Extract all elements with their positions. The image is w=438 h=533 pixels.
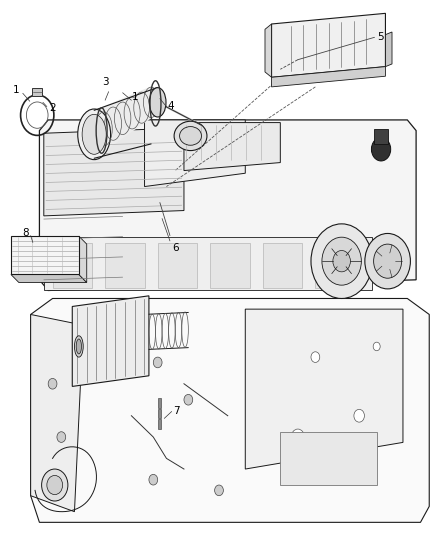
Polygon shape (272, 67, 385, 87)
Text: 2: 2 (49, 103, 56, 112)
Bar (263, 243, 302, 288)
Polygon shape (72, 296, 149, 386)
Circle shape (333, 251, 350, 272)
Polygon shape (145, 120, 245, 187)
Circle shape (322, 237, 361, 285)
Circle shape (153, 357, 162, 368)
Text: 1: 1 (131, 92, 138, 102)
Circle shape (311, 224, 372, 298)
Circle shape (149, 474, 158, 485)
Polygon shape (265, 24, 272, 77)
Circle shape (311, 352, 320, 362)
Polygon shape (39, 120, 416, 290)
Polygon shape (44, 128, 184, 216)
Polygon shape (184, 123, 280, 171)
Circle shape (374, 244, 402, 278)
Circle shape (42, 469, 68, 501)
Ellipse shape (174, 122, 207, 151)
Text: 8: 8 (22, 229, 28, 238)
Ellipse shape (180, 127, 201, 146)
Bar (315, 243, 355, 288)
Circle shape (373, 342, 380, 351)
Circle shape (215, 485, 223, 496)
Ellipse shape (74, 336, 83, 357)
Polygon shape (272, 13, 385, 77)
Ellipse shape (78, 109, 110, 160)
Bar (158, 409, 161, 418)
Text: 7: 7 (173, 407, 180, 416)
Bar (32, 88, 42, 96)
Circle shape (47, 475, 63, 495)
Text: 3: 3 (102, 77, 109, 87)
Text: 4: 4 (167, 101, 174, 110)
Polygon shape (11, 236, 79, 274)
Bar (374, 129, 388, 144)
Text: 6: 6 (172, 243, 179, 253)
Circle shape (354, 409, 364, 422)
Polygon shape (79, 236, 87, 282)
Circle shape (365, 233, 410, 289)
Bar (280, 432, 377, 485)
Circle shape (57, 432, 66, 442)
Polygon shape (385, 32, 392, 67)
Circle shape (291, 429, 304, 445)
Circle shape (184, 394, 193, 405)
Bar (158, 398, 161, 408)
Bar (210, 243, 250, 288)
Bar (158, 243, 197, 288)
Polygon shape (31, 314, 83, 512)
Polygon shape (245, 309, 403, 469)
Ellipse shape (82, 114, 106, 155)
Circle shape (371, 138, 391, 161)
Polygon shape (11, 274, 87, 282)
Bar (158, 419, 161, 429)
Polygon shape (31, 298, 429, 522)
Bar (105, 243, 145, 288)
Text: 1: 1 (13, 85, 20, 94)
Text: 5: 5 (378, 33, 384, 42)
Bar (44, 237, 372, 290)
Ellipse shape (149, 87, 166, 117)
Polygon shape (94, 86, 162, 158)
Ellipse shape (76, 339, 81, 354)
Circle shape (48, 378, 57, 389)
Bar (53, 243, 92, 288)
